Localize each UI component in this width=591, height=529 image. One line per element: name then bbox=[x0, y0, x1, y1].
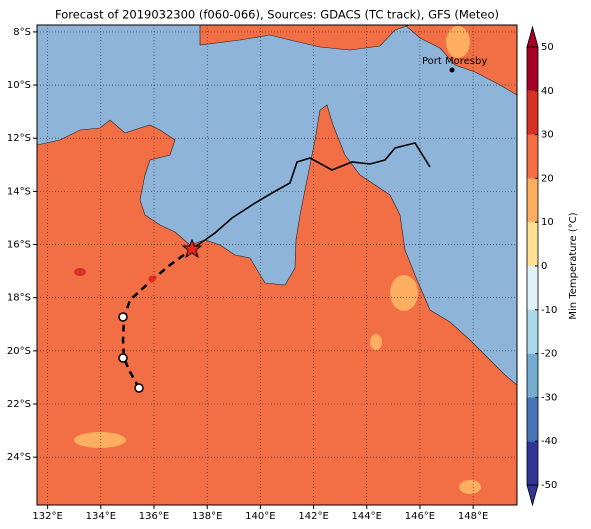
colorbar-bin bbox=[527, 441, 538, 485]
colorbar-bin bbox=[527, 134, 538, 179]
hot-patch bbox=[74, 268, 86, 276]
x-tick-label: 138°E bbox=[192, 511, 222, 522]
forecast-track bbox=[191, 142, 431, 250]
map-frame bbox=[36, 24, 518, 506]
warm-patch bbox=[390, 275, 418, 311]
y-tick-label: 18°S bbox=[7, 293, 31, 304]
city-label: Port Moresby bbox=[422, 56, 487, 67]
colorbar-bin bbox=[527, 178, 538, 223]
colorbar-tick-label: 0 bbox=[541, 261, 547, 272]
y-tick-label: 22°S bbox=[7, 399, 31, 410]
y-tick-label: 16°S bbox=[7, 240, 31, 251]
colorbar-bin bbox=[527, 47, 538, 91]
colorbar-bin bbox=[527, 222, 538, 266]
x-tick-label: 142°E bbox=[298, 511, 328, 522]
x-tick-label: 134°E bbox=[86, 511, 116, 522]
colorbar-bin bbox=[527, 90, 538, 135]
cyclone-position bbox=[181, 238, 203, 259]
colorbar-extend bbox=[526, 484, 539, 507]
title: Forecast of 2019032300 (f060-066), Sourc… bbox=[55, 8, 499, 22]
y-tick-label: 12°S bbox=[7, 133, 31, 144]
warm-patch bbox=[370, 334, 382, 350]
colorbar-tick-label: 10 bbox=[541, 217, 554, 228]
y-tick-label: 14°S bbox=[7, 186, 31, 197]
colorbar-tick-label: -40 bbox=[541, 436, 557, 447]
y-tick-label: 8°S bbox=[13, 27, 31, 38]
colorbar-tick-label: 30 bbox=[541, 130, 554, 141]
x-tick-label: 132°E bbox=[32, 511, 62, 522]
warm-patch bbox=[459, 480, 481, 494]
colorbar-bin bbox=[527, 309, 538, 354]
track-point bbox=[118, 353, 128, 363]
colorbar-tick-label: 40 bbox=[541, 86, 554, 97]
y-tick-label: 24°S bbox=[7, 452, 31, 463]
track-point bbox=[148, 275, 156, 283]
colorbar-extend bbox=[526, 25, 539, 48]
x-tick-label: 148°E bbox=[458, 511, 488, 522]
colorbar-bin bbox=[527, 397, 538, 442]
map: Port Moresby bbox=[37, 25, 517, 505]
colorbar-tick-label: -20 bbox=[541, 349, 557, 360]
australia bbox=[37, 104, 517, 505]
x-tick-label: 140°E bbox=[245, 511, 275, 522]
new-guinea bbox=[199, 25, 517, 96]
colorbar-tick-label: -30 bbox=[541, 392, 557, 403]
x-tick-label: 136°E bbox=[139, 511, 169, 522]
y-tick-label: 20°S bbox=[7, 346, 31, 357]
warm-patch bbox=[74, 432, 126, 448]
warm-patch bbox=[446, 26, 470, 58]
colorbar-bin bbox=[527, 353, 538, 398]
city-marker bbox=[449, 67, 455, 73]
x-tick-label: 146°E bbox=[405, 511, 435, 522]
track-point bbox=[118, 312, 128, 322]
colorbar-tick-label: -50 bbox=[541, 480, 557, 491]
colorbar-tick-label: -10 bbox=[541, 305, 557, 316]
colorbar-label: Min Temperature (°C) bbox=[568, 212, 579, 319]
colorbar-tick-label: 50 bbox=[541, 42, 554, 53]
x-tick-label: 144°E bbox=[352, 511, 382, 522]
colorbar-bin bbox=[527, 266, 538, 310]
colorbar-tick-label: 20 bbox=[541, 173, 554, 184]
track-point bbox=[134, 383, 144, 393]
y-tick-label: 10°S bbox=[7, 80, 31, 91]
